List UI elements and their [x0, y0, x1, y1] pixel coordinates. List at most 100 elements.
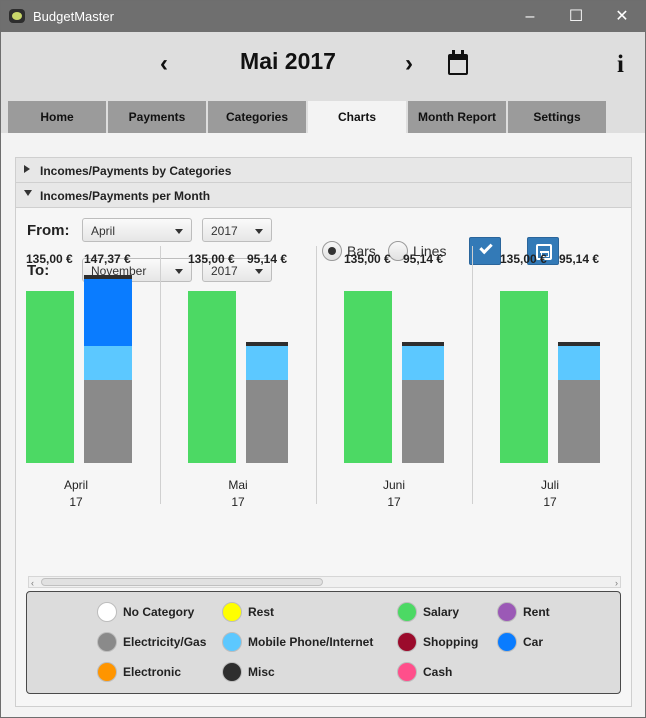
legend-color-circle-icon	[397, 632, 417, 652]
legend-color-circle-icon	[97, 602, 117, 622]
bars-radio-label: Bars	[347, 243, 376, 259]
payment-value-label: 95,14 €	[403, 252, 444, 266]
tab-charts[interactable]: Charts	[308, 101, 406, 133]
tab-month-report[interactable]: Month Report	[408, 101, 506, 133]
scroll-thumb[interactable]	[41, 578, 323, 586]
scroll-left-arrow-icon[interactable]: ‹	[31, 578, 34, 588]
month-header: ‹ Mai 2017 › i	[1, 32, 645, 101]
legend-item-mobile-phone-internet: Mobile Phone/Internet	[222, 632, 392, 652]
legend-color-circle-icon	[222, 662, 242, 682]
payment-bar-segment-mobile-phone-internet	[246, 345, 288, 381]
legend-label: Rest	[248, 605, 275, 619]
legend-item-no-category: No Category	[97, 602, 267, 622]
legend-label: No Category	[123, 605, 195, 619]
charts-panel: Incomes/Payments by Categories Incomes/P…	[15, 157, 632, 707]
apply-button[interactable]	[469, 237, 501, 265]
month-divider	[160, 246, 161, 504]
legend-item-electronic: Electronic	[97, 662, 267, 682]
chart-horizontal-scrollbar[interactable]: ‹ ›	[28, 576, 621, 588]
info-icon[interactable]: i	[617, 51, 624, 78]
income-bar	[26, 290, 74, 463]
from-year-select[interactable]: 2017	[202, 218, 272, 242]
income-bar	[500, 290, 548, 463]
payment-bar-segment-mobile-phone-internet	[558, 345, 600, 381]
payment-bar-segment-electricity-gas	[246, 380, 288, 463]
tab-payments[interactable]: Payments	[108, 101, 206, 133]
monthly-bar-chart: 135,00 € 147,37 € April 17 135,00 € 95,14 € Ma…	[16, 236, 631, 513]
calendar-icon[interactable]	[448, 50, 468, 75]
legend-color-circle-icon	[397, 602, 417, 622]
legend-label: Electronic	[123, 665, 182, 679]
income-value-label: 135,00 €	[500, 252, 547, 266]
legend-label: Mobile Phone/Internet	[248, 635, 374, 649]
chevron-left-icon[interactable]: ‹	[160, 50, 168, 77]
lines-radio[interactable]	[388, 241, 408, 261]
income-value-label: 135,00 €	[188, 252, 235, 266]
dropdown-arrow-icon	[255, 269, 263, 274]
to-month-select[interactable]: November	[82, 258, 192, 282]
payment-bar-segment-mobile-phone-internet	[84, 345, 132, 381]
window-title: BudgetMaster	[33, 9, 114, 24]
legend-color-circle-icon	[222, 632, 242, 652]
app-icon	[9, 9, 25, 23]
year-axis-label: 17	[69, 495, 83, 509]
payment-bar-segment-misc	[246, 341, 288, 346]
legend-label: Cash	[423, 665, 453, 679]
collapsed-arrow-icon	[24, 165, 30, 173]
payment-bar-segment-electricity-gas	[402, 380, 444, 463]
legend-item-salary: Salary	[397, 602, 567, 622]
month-axis-label: Juni	[382, 478, 405, 492]
legend-item-car: Car	[497, 632, 646, 652]
legend-label: Misc	[248, 665, 275, 679]
legend-label: Shopping	[423, 635, 479, 649]
expanded-arrow-icon	[24, 190, 32, 196]
minimize-button[interactable]: –	[525, 8, 535, 25]
legend-item-rest: Rest	[222, 602, 392, 622]
month-axis-label: April	[63, 478, 88, 492]
payment-bar-segment-car	[84, 278, 132, 346]
from-month-select[interactable]: April	[82, 218, 192, 242]
dropdown-arrow-icon	[175, 269, 183, 274]
year-axis-label: 17	[543, 495, 557, 509]
income-value-label: 135,00 €	[26, 252, 73, 266]
to-year-select[interactable]: 2017	[202, 258, 272, 282]
maximize-button[interactable]: ☐	[568, 8, 584, 25]
legend-label: Rent	[523, 605, 550, 619]
payment-bar-segment-electricity-gas	[558, 380, 600, 463]
payment-bar-segment-misc	[402, 341, 444, 346]
dropdown-arrow-icon	[175, 229, 183, 234]
lines-radio-label: Lines	[413, 243, 447, 259]
tab-settings[interactable]: Settings	[508, 101, 606, 133]
charts-content: Incomes/Payments by Categories Incomes/P…	[1, 133, 645, 717]
tab-categories[interactable]: Categories	[208, 101, 306, 133]
month-divider	[472, 246, 473, 504]
save-button[interactable]	[527, 237, 559, 265]
legend-item-cash: Cash	[397, 662, 567, 682]
scroll-right-arrow-icon[interactable]: ›	[615, 578, 618, 588]
legend-color-circle-icon	[497, 632, 517, 652]
bars-radio[interactable]	[322, 241, 342, 261]
payment-value-label: 147,37 €	[84, 252, 131, 266]
year-axis-label: 17	[231, 495, 245, 509]
section-incomes-payments-per-month[interactable]: Incomes/Payments per Month	[16, 183, 631, 208]
category-legend: No Category Rest Salary Rent Electricity/Gas…	[26, 591, 621, 694]
month-axis-label: Juli	[540, 478, 559, 492]
chevron-right-icon[interactable]: ›	[405, 50, 413, 77]
tab-home[interactable]: Home	[8, 101, 106, 133]
month-divider	[316, 246, 317, 504]
legend-label: Electricity/Gas	[123, 635, 207, 649]
title-bar: BudgetMaster – ☐ ✕	[1, 1, 645, 32]
from-label: From:	[27, 222, 70, 239]
payment-bar-segment-misc	[84, 275, 132, 279]
payment-value-label: 95,14 €	[559, 252, 600, 266]
income-bar	[344, 290, 392, 463]
legend-label: Car	[523, 635, 544, 649]
legend-item-shopping: Shopping	[397, 632, 567, 652]
legend-color-circle-icon	[497, 602, 517, 622]
legend-item-rent: Rent	[497, 602, 646, 622]
main-tabs: Home Payments Categories Charts Month Re…	[1, 101, 645, 133]
section-incomes-payments-by-categories[interactable]: Incomes/Payments by Categories	[16, 158, 631, 183]
close-button[interactable]: ✕	[615, 8, 629, 25]
dropdown-arrow-icon	[255, 229, 263, 234]
to-label: To:	[27, 262, 50, 279]
